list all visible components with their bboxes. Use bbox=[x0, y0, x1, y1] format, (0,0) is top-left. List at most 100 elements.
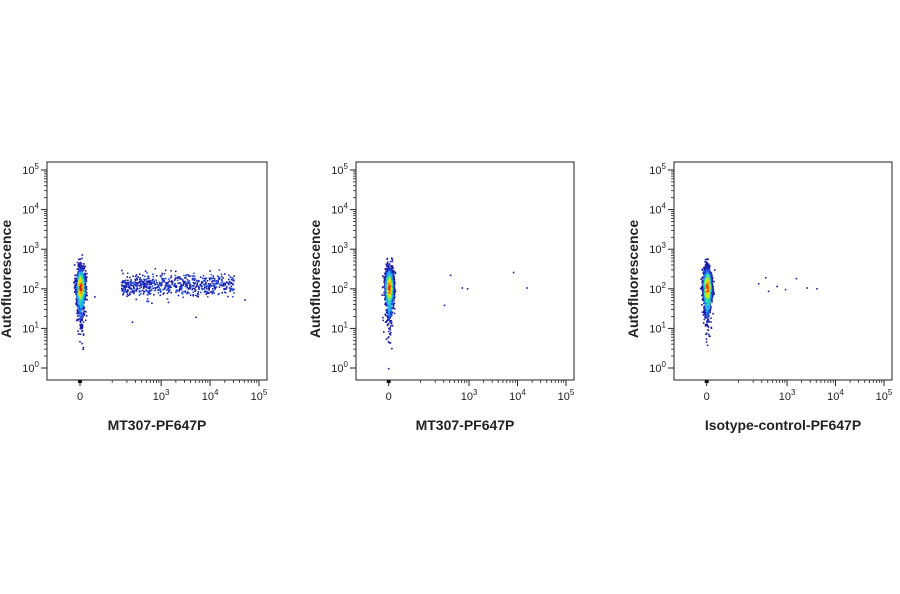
event-point bbox=[80, 288, 82, 290]
event-point bbox=[84, 272, 86, 275]
event-point bbox=[79, 333, 82, 335]
event-point bbox=[122, 287, 125, 289]
event-point bbox=[176, 279, 179, 282]
event-point bbox=[147, 281, 149, 284]
event-point bbox=[227, 295, 229, 298]
event-point bbox=[208, 286, 211, 288]
event-point bbox=[132, 285, 135, 287]
event-point bbox=[217, 281, 219, 284]
event-point bbox=[152, 278, 155, 281]
event-point bbox=[80, 313, 83, 315]
event-point bbox=[76, 275, 79, 277]
event-point bbox=[135, 274, 138, 276]
event-point bbox=[214, 288, 216, 290]
event-point bbox=[84, 280, 86, 282]
outlier-point bbox=[195, 316, 197, 319]
event-point bbox=[191, 288, 193, 291]
event-point bbox=[75, 290, 78, 292]
event-point bbox=[165, 283, 168, 286]
event-point bbox=[171, 282, 174, 285]
event-point bbox=[164, 269, 167, 272]
event-point bbox=[135, 285, 138, 287]
event-point bbox=[85, 286, 88, 288]
event-point bbox=[78, 298, 80, 300]
event-point bbox=[186, 286, 188, 288]
event-point bbox=[142, 285, 145, 288]
event-point bbox=[217, 293, 219, 296]
event-point bbox=[140, 279, 143, 281]
event-point bbox=[228, 287, 231, 289]
event-point bbox=[80, 277, 82, 280]
event-point bbox=[169, 286, 171, 288]
event-point bbox=[141, 283, 144, 286]
event-point bbox=[122, 292, 125, 295]
event-point bbox=[145, 283, 147, 285]
event-point bbox=[214, 286, 217, 289]
event-point bbox=[77, 313, 80, 315]
event-point bbox=[160, 282, 163, 285]
event-point bbox=[183, 282, 186, 285]
event-point bbox=[85, 288, 88, 290]
event-point bbox=[181, 286, 183, 288]
event-point bbox=[185, 274, 187, 277]
event-point bbox=[175, 286, 178, 288]
event-point bbox=[79, 316, 82, 318]
event-point bbox=[140, 286, 143, 289]
event-point bbox=[193, 285, 195, 287]
event-point bbox=[233, 292, 235, 294]
event-point bbox=[184, 291, 187, 294]
event-point bbox=[173, 284, 175, 286]
event-point bbox=[149, 290, 152, 292]
event-point bbox=[83, 313, 86, 315]
event-point bbox=[212, 275, 215, 277]
event-point bbox=[391, 347, 393, 350]
event-point bbox=[386, 264, 388, 267]
event-point bbox=[82, 298, 84, 301]
event-point bbox=[142, 282, 145, 284]
event-point bbox=[188, 275, 190, 277]
event-point bbox=[182, 280, 184, 283]
event-point bbox=[81, 325, 84, 328]
event-point bbox=[74, 291, 77, 293]
event-point bbox=[134, 289, 137, 292]
event-point bbox=[145, 289, 147, 291]
event-point bbox=[79, 277, 81, 279]
event-point bbox=[81, 308, 83, 310]
event-point bbox=[79, 324, 81, 326]
event-point bbox=[76, 318, 79, 321]
event-point bbox=[146, 294, 149, 296]
event-point bbox=[216, 275, 219, 277]
event-point bbox=[76, 309, 78, 312]
event-point bbox=[230, 288, 232, 290]
event-point bbox=[186, 292, 188, 295]
event-point bbox=[78, 262, 81, 264]
event-point bbox=[180, 288, 182, 291]
event-point bbox=[86, 294, 88, 297]
event-point bbox=[392, 306, 395, 309]
event-point bbox=[81, 318, 83, 320]
event-point bbox=[127, 279, 129, 282]
event-point bbox=[156, 286, 158, 289]
event-point bbox=[184, 277, 186, 279]
event-point bbox=[78, 270, 80, 272]
event-point bbox=[76, 268, 79, 270]
event-point bbox=[81, 330, 83, 333]
event-point bbox=[164, 286, 167, 288]
event-point bbox=[82, 287, 84, 290]
event-point bbox=[232, 282, 234, 285]
event-point bbox=[144, 279, 146, 281]
event-point bbox=[197, 285, 200, 287]
event-point bbox=[154, 289, 156, 292]
event-point bbox=[80, 289, 82, 292]
event-point bbox=[193, 275, 196, 278]
event-point bbox=[78, 282, 81, 285]
event-point bbox=[80, 285, 82, 287]
event-point bbox=[79, 272, 81, 274]
event-point bbox=[203, 291, 206, 293]
event-point bbox=[176, 277, 178, 279]
event-point bbox=[387, 367, 390, 370]
event-point bbox=[165, 277, 167, 280]
event-point bbox=[73, 291, 76, 293]
event-point bbox=[209, 285, 212, 288]
event-point bbox=[147, 275, 149, 278]
